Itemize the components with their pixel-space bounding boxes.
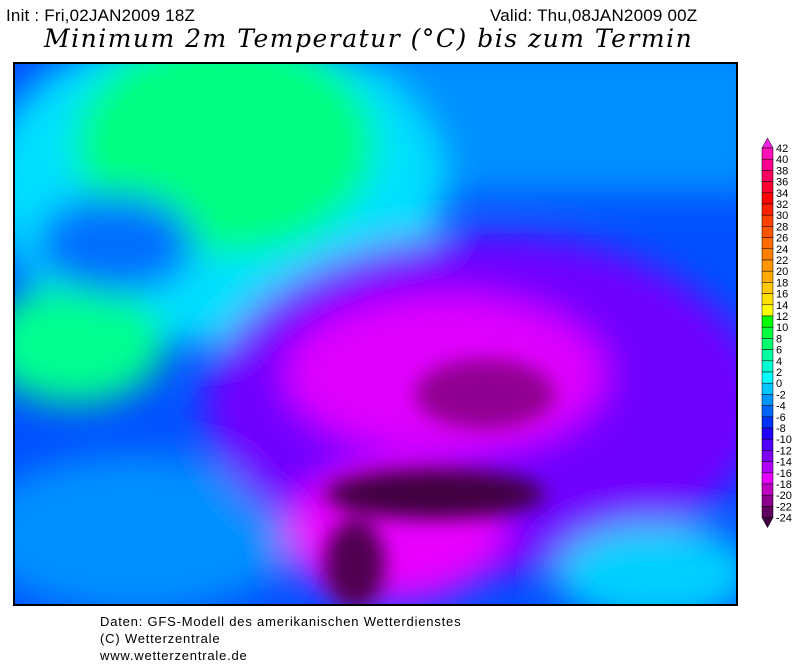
colorbar-label: 2: [776, 367, 782, 379]
colorbar-box: [761, 282, 774, 294]
colorbar-box: [761, 326, 774, 339]
temperature-field: [15, 64, 736, 604]
colorbar-label: 28: [776, 221, 788, 233]
colorbar: 424038363432302826242220181614121086420-…: [761, 137, 792, 529]
colorbar-box: [761, 293, 774, 306]
colorbar-box: [761, 338, 774, 350]
colorbar-label: -20: [776, 490, 792, 502]
colorbar-label: 22: [776, 255, 788, 267]
colorbar-box: [761, 304, 774, 317]
colorbar-box: [761, 405, 774, 418]
colorbar-box: [761, 192, 774, 205]
colorbar-label: -24: [776, 513, 792, 525]
colorbar-box: [761, 203, 774, 216]
colorbar-label: 4: [776, 356, 782, 368]
colorbar-box: [761, 248, 774, 261]
dark-purple-region: [415, 359, 555, 429]
coldest-region-south: [325, 519, 385, 604]
colorbar-box: [761, 427, 774, 440]
colorbar-box: [761, 382, 774, 395]
colorbar-label: 30: [776, 210, 788, 222]
colorbar-box: [761, 259, 774, 272]
colorbar-label: -12: [776, 445, 792, 457]
colorbar-label: 36: [776, 177, 788, 189]
colorbar-box: [761, 394, 774, 406]
colorbar-box: [761, 226, 774, 238]
colorbar-label: 8: [776, 333, 782, 345]
colorbar-label: 14: [776, 300, 788, 312]
colorbar-box: [761, 147, 774, 160]
colorbar-label: 32: [776, 199, 788, 211]
colorbar-label: -8: [776, 423, 786, 435]
colorbar-label: -16: [776, 468, 792, 480]
colorbar-label: 0: [776, 378, 782, 390]
colorbar-box: [761, 371, 774, 384]
colorbar-box: [761, 214, 774, 227]
colorbar-box: [761, 483, 774, 496]
colorbar-label: 10: [776, 322, 788, 334]
colorbar-box: [761, 506, 774, 518]
colorbar-label: 38: [776, 165, 788, 177]
colorbar-box: [761, 472, 774, 485]
colorbar-box: [761, 315, 774, 328]
colorbar-label: -18: [776, 479, 792, 491]
website-link[interactable]: www.wetterzentrale.de: [100, 648, 248, 663]
colorbar-box: [761, 170, 774, 182]
colorbar-box: [761, 438, 774, 451]
alps-coldest-region: [325, 469, 545, 519]
valid-time: Valid: Thu,08JAN2009 00Z: [490, 6, 698, 25]
colorbar-label: 16: [776, 289, 788, 301]
colorbar-box: [761, 416, 774, 429]
colorbar-label: 40: [776, 154, 788, 166]
colorbar-label: -4: [776, 401, 786, 413]
colorbar-label: -22: [776, 501, 792, 513]
copyright: (C) Wetterzentrale: [100, 631, 221, 646]
colorbar-label: -10: [776, 434, 792, 446]
colorbar-box: [761, 181, 774, 194]
colorbar-box: [761, 237, 774, 250]
southwest-region: [15, 454, 295, 604]
colorbar-label: -6: [776, 412, 786, 424]
footer: Daten: GFS-Modell des amerikanischen Wet…: [100, 613, 461, 664]
colorbar-label: 12: [776, 311, 788, 323]
colorbar-label: 34: [776, 188, 788, 200]
colorbar-box: [761, 461, 774, 474]
green-region-west: [15, 284, 165, 404]
map-title: Minimum 2m Temperatur (°C) bis zum Termi…: [44, 24, 694, 53]
colorbar-label: 26: [776, 233, 788, 245]
init-time: Init : Fri,02JAN2009 18Z: [6, 6, 196, 25]
colorbar-arrow-bottom: [761, 517, 774, 529]
colorbar-label: -14: [776, 457, 792, 469]
temperature-map: [13, 62, 738, 606]
colorbar-label: 42: [776, 143, 788, 155]
colorbar-label: 20: [776, 266, 788, 278]
southeast-cyan: [555, 524, 736, 604]
colorbar-box: [761, 494, 774, 507]
colorbar-box: [761, 360, 774, 373]
blue-patch: [35, 194, 195, 294]
colorbar-label: 24: [776, 244, 788, 256]
colorbar-box: [761, 450, 774, 462]
colorbar-label: 18: [776, 277, 788, 289]
colorbar-arrow-top: [761, 137, 774, 149]
colorbar-box: [761, 349, 774, 362]
colorbar-label: -2: [776, 389, 786, 401]
colorbar-box: [761, 270, 774, 283]
colorbar-label: 6: [776, 345, 782, 357]
colorbar-box: [761, 158, 774, 171]
data-source: Daten: GFS-Modell des amerikanischen Wet…: [100, 614, 462, 629]
